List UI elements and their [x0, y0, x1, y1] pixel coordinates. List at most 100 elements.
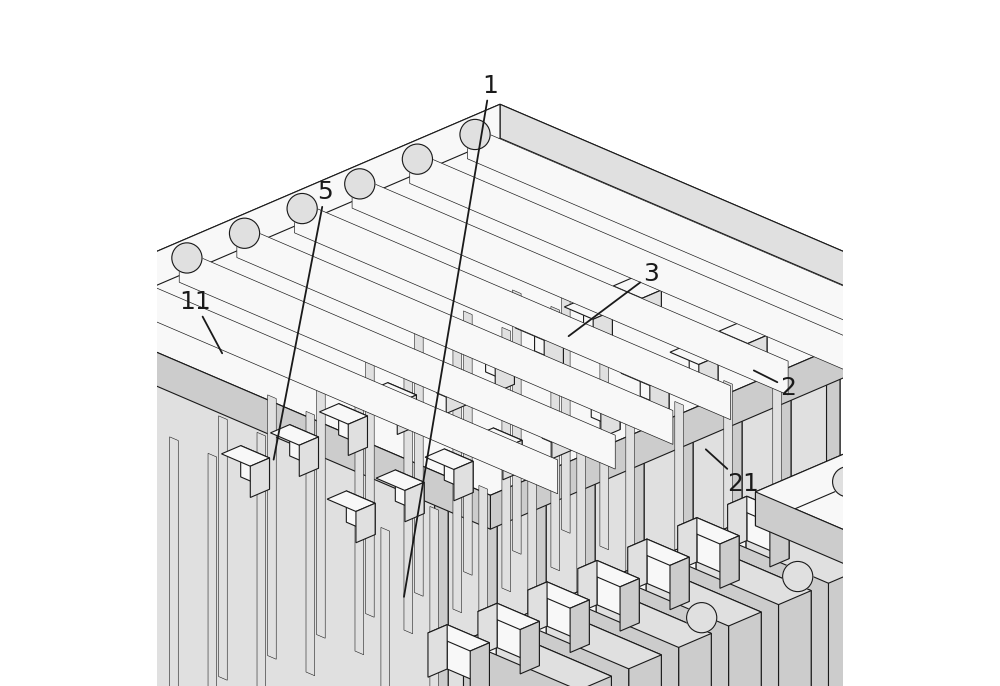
Polygon shape — [425, 449, 473, 469]
Polygon shape — [447, 625, 489, 686]
Polygon shape — [367, 250, 680, 686]
Circle shape — [105, 621, 130, 646]
Polygon shape — [697, 518, 739, 580]
Polygon shape — [563, 584, 596, 686]
Polygon shape — [318, 271, 631, 686]
Polygon shape — [91, 156, 542, 686]
Polygon shape — [446, 374, 465, 414]
Polygon shape — [503, 440, 522, 480]
Polygon shape — [601, 399, 620, 438]
Polygon shape — [650, 377, 669, 417]
Circle shape — [172, 243, 202, 273]
Polygon shape — [591, 386, 620, 429]
Polygon shape — [484, 462, 497, 686]
Polygon shape — [670, 344, 718, 364]
Polygon shape — [331, 265, 644, 686]
Circle shape — [783, 561, 813, 591]
Polygon shape — [352, 174, 788, 395]
Polygon shape — [348, 416, 367, 456]
Polygon shape — [713, 534, 828, 686]
Polygon shape — [755, 422, 1000, 541]
Polygon shape — [464, 627, 496, 686]
Polygon shape — [500, 490, 1000, 686]
Polygon shape — [464, 311, 472, 576]
Polygon shape — [502, 327, 511, 592]
Polygon shape — [397, 395, 416, 434]
Polygon shape — [535, 320, 563, 364]
Polygon shape — [415, 332, 423, 596]
Polygon shape — [696, 541, 811, 686]
Polygon shape — [763, 512, 878, 686]
Polygon shape — [257, 432, 266, 686]
Polygon shape — [820, 493, 839, 545]
Polygon shape — [417, 362, 465, 382]
Polygon shape — [513, 181, 840, 321]
Circle shape — [345, 169, 375, 199]
Circle shape — [402, 144, 432, 174]
Polygon shape — [464, 208, 778, 676]
Circle shape — [936, 495, 966, 525]
Polygon shape — [527, 181, 840, 649]
Polygon shape — [179, 248, 615, 469]
Polygon shape — [381, 528, 390, 686]
Polygon shape — [689, 344, 718, 388]
Polygon shape — [729, 612, 761, 686]
Circle shape — [460, 119, 490, 150]
Polygon shape — [39, 104, 951, 495]
Polygon shape — [678, 518, 697, 570]
Polygon shape — [663, 541, 811, 604]
Polygon shape — [513, 187, 827, 654]
Polygon shape — [39, 490, 1000, 686]
Polygon shape — [428, 625, 447, 677]
Polygon shape — [528, 464, 536, 686]
Polygon shape — [763, 499, 796, 682]
Polygon shape — [779, 591, 811, 686]
Polygon shape — [878, 548, 911, 686]
Polygon shape — [500, 138, 542, 508]
Polygon shape — [755, 492, 871, 575]
Polygon shape — [626, 423, 634, 686]
Polygon shape — [561, 269, 570, 533]
Polygon shape — [122, 355, 435, 686]
Polygon shape — [404, 369, 413, 634]
Polygon shape — [135, 349, 448, 686]
Polygon shape — [597, 560, 639, 623]
Polygon shape — [746, 520, 861, 686]
Polygon shape — [474, 428, 522, 449]
Polygon shape — [813, 491, 928, 686]
Polygon shape — [346, 491, 375, 534]
Polygon shape — [713, 520, 746, 686]
Polygon shape — [319, 403, 367, 424]
Polygon shape — [633, 278, 661, 321]
Polygon shape — [512, 290, 521, 554]
Polygon shape — [415, 223, 742, 363]
Polygon shape — [500, 104, 951, 331]
Text: 3: 3 — [569, 263, 659, 336]
Circle shape — [687, 602, 717, 632]
Polygon shape — [290, 425, 318, 469]
Polygon shape — [629, 655, 661, 686]
Polygon shape — [478, 603, 539, 630]
Polygon shape — [490, 298, 951, 529]
Polygon shape — [971, 567, 1000, 609]
Polygon shape — [171, 328, 497, 468]
Polygon shape — [464, 202, 791, 342]
Polygon shape — [339, 403, 367, 447]
Polygon shape — [233, 307, 546, 686]
Text: 21: 21 — [706, 449, 759, 495]
Polygon shape — [846, 477, 961, 686]
Polygon shape — [620, 578, 639, 631]
Polygon shape — [797, 475, 839, 537]
Polygon shape — [513, 619, 629, 686]
Polygon shape — [699, 356, 718, 396]
Polygon shape — [327, 491, 375, 512]
Polygon shape — [49, 331, 91, 686]
Polygon shape — [578, 560, 639, 587]
Polygon shape — [646, 563, 761, 686]
Polygon shape — [410, 150, 846, 370]
Polygon shape — [219, 416, 227, 681]
Polygon shape — [317, 374, 325, 638]
Polygon shape — [470, 643, 489, 686]
Polygon shape — [208, 453, 217, 686]
Polygon shape — [563, 598, 679, 686]
